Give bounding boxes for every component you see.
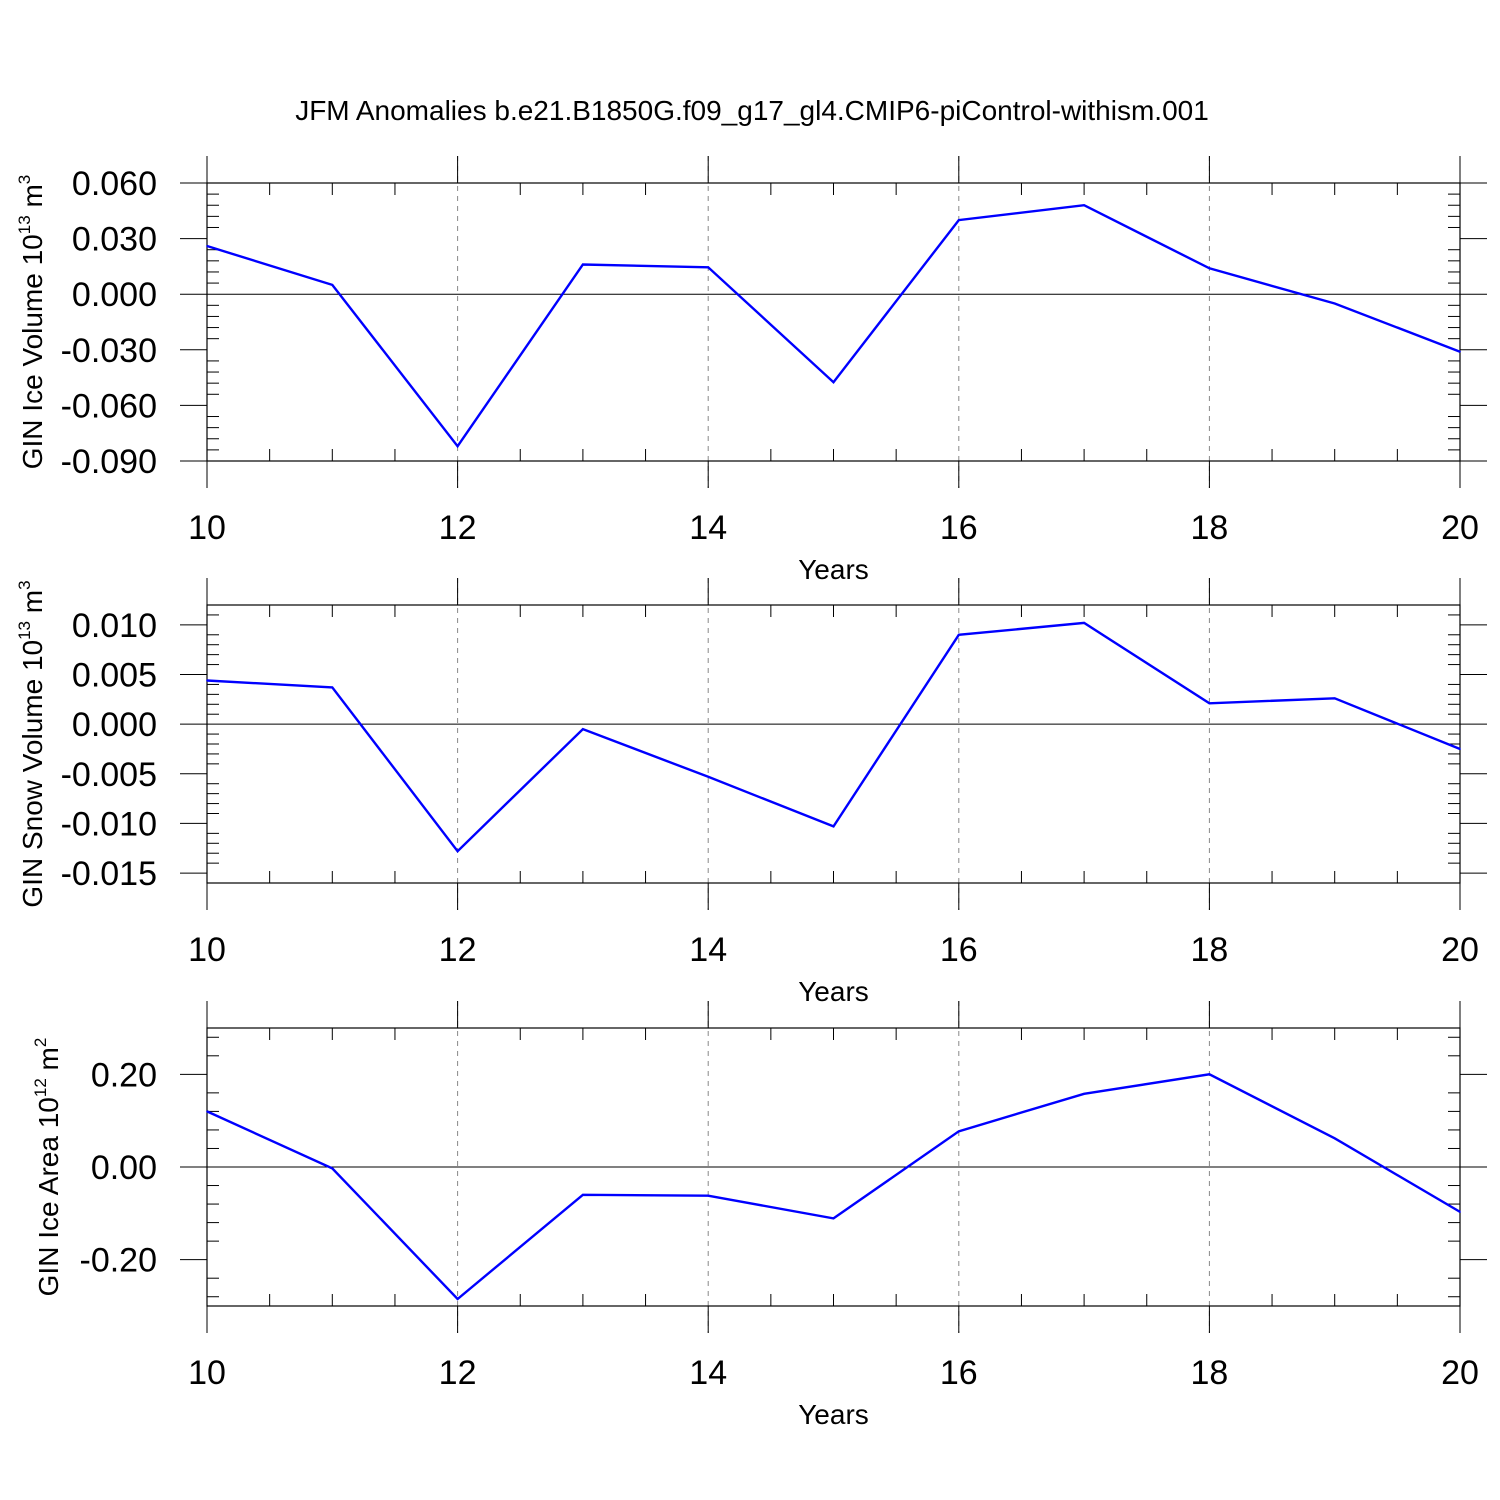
data-point: [1459, 1211, 1461, 1213]
y-axis-title-exponent: 13: [15, 215, 34, 234]
series-line-1: [206, 1073, 1461, 1301]
x-tick-label: 20: [1441, 931, 1479, 969]
data-point: [958, 633, 960, 636]
data-point: [582, 728, 584, 730]
data-point: [1208, 267, 1211, 270]
x-tick-label: 10: [188, 931, 226, 969]
chart-panel-3: 10 12 14 16 18 20 0.20 0.00 -0.20 Years GIN Ice Ar…: [31, 1001, 1487, 1430]
x-tick-label: 16: [940, 931, 978, 969]
y-tick-label: -0.060: [61, 387, 157, 425]
data-point: [331, 686, 334, 689]
chart-title: JFM Anomalies b.e21.B1850G.f09_g17_gl4.C…: [295, 95, 1209, 126]
x-tick-label: 14: [689, 509, 727, 547]
x-tick-label: 10: [188, 509, 226, 547]
y-tick-label: 0.000: [72, 706, 157, 744]
x-axis-title: Years: [798, 1399, 869, 1430]
data-point: [958, 219, 960, 221]
x-tick-label: 14: [689, 1354, 727, 1392]
x-tick-label: 20: [1441, 1354, 1479, 1392]
y-axis-title-unit-exponent: 3: [15, 580, 34, 589]
data-point: [958, 1130, 960, 1133]
y-tick-label: 0.20: [91, 1056, 157, 1094]
x-axis-title: Years: [798, 976, 869, 1007]
y-tick-label: 0.030: [72, 221, 157, 259]
y-tick-label: 0.00: [91, 1149, 157, 1187]
y-axis-title-unit: m: [33, 1047, 64, 1078]
chart-panel-2: 10 12 14 16 18 20 0.010 0.005 0.000 -0.005 -0.010 -…: [15, 578, 1487, 1007]
data-point: [707, 1194, 709, 1197]
x-tick-label: 18: [1190, 1354, 1228, 1392]
data-point: [331, 284, 334, 286]
y-tick-label: -0.015: [61, 855, 157, 893]
data-point: [1333, 697, 1336, 700]
data-point: [707, 266, 709, 269]
y-axis-title-text: GIN Snow Volume 10: [17, 640, 48, 908]
data-point: [707, 775, 709, 778]
y-tick-label: 0.005: [72, 657, 157, 695]
series-line-1: [206, 621, 1461, 854]
y-axis-title-unit-exponent: 3: [15, 175, 34, 184]
data-point: [1333, 1137, 1336, 1140]
y-tick-label: -0.030: [61, 332, 157, 370]
y-axis-title-exponent: 13: [15, 621, 34, 640]
y-axis-title-exponent: 12: [31, 1078, 50, 1097]
chart-panels: 10 12 14 16 18 20 0.060 0.030 0.000 -0.030 -0.060 -…: [15, 156, 1487, 1430]
y-tick-label: 0.010: [72, 607, 157, 645]
x-tick-label: 18: [1190, 931, 1228, 969]
y-axis-title-text: GIN Ice Area 10: [33, 1097, 64, 1296]
x-tick-label: 12: [439, 1354, 477, 1392]
data-point: [1083, 622, 1085, 624]
data-point: [206, 245, 208, 247]
data-point: [206, 679, 208, 682]
y-tick-label: 0.060: [72, 165, 157, 203]
y-axis-title-unit: m: [17, 184, 48, 215]
data-point: [582, 263, 584, 266]
data-point: [1083, 204, 1085, 207]
data-point: [832, 1217, 835, 1220]
y-axis-title: GIN Ice Area 1012 m2: [31, 1038, 64, 1297]
x-tick-label: 12: [439, 509, 477, 547]
y-tick-label: -0.20: [80, 1242, 158, 1280]
data-point: [456, 1298, 459, 1300]
x-tick-label: 10: [188, 1354, 226, 1392]
x-tick-label: 20: [1441, 509, 1479, 547]
y-axis-title: GIN Ice Volume 1013 m3: [15, 175, 48, 470]
y-axis-title-unit-exponent: 2: [31, 1038, 50, 1047]
data-point: [456, 445, 459, 447]
data-point: [1459, 748, 1461, 750]
data-point: [1333, 302, 1336, 305]
x-tick-label: 12: [439, 931, 477, 969]
data-point: [206, 1110, 208, 1113]
data-point: [832, 381, 835, 384]
data-point: [1459, 350, 1461, 353]
x-tick-label: 16: [940, 1354, 978, 1392]
data-point: [832, 825, 835, 828]
y-tick-label: -0.090: [61, 443, 157, 481]
y-tick-label: -0.005: [61, 756, 157, 794]
data-point: [582, 1194, 584, 1196]
plot-frame: [206, 604, 1461, 884]
y-tick-label: 0.000: [72, 276, 157, 314]
data-point: [1083, 1092, 1085, 1095]
series-line-1: [206, 203, 1461, 449]
x-axis-title: Years: [798, 554, 869, 585]
chart-panel-1: 10 12 14 16 18 20 0.060 0.030 0.000 -0.030 -0.060 -…: [15, 156, 1487, 585]
y-tick-label: -0.010: [61, 805, 157, 843]
y-axis-title-unit: m: [17, 590, 48, 621]
y-axis-title: GIN Snow Volume 1013 m3: [15, 580, 48, 907]
y-axis-title-text: GIN Ice Volume 10: [17, 234, 48, 469]
data-point: [456, 850, 459, 853]
data-point: [331, 1167, 334, 1170]
data-point: [1208, 1073, 1211, 1076]
data-point: [1208, 702, 1211, 705]
x-tick-label: 16: [940, 509, 978, 547]
plot-frame: [206, 182, 1461, 462]
x-tick-label: 18: [1190, 509, 1228, 547]
x-tick-label: 14: [689, 931, 727, 969]
